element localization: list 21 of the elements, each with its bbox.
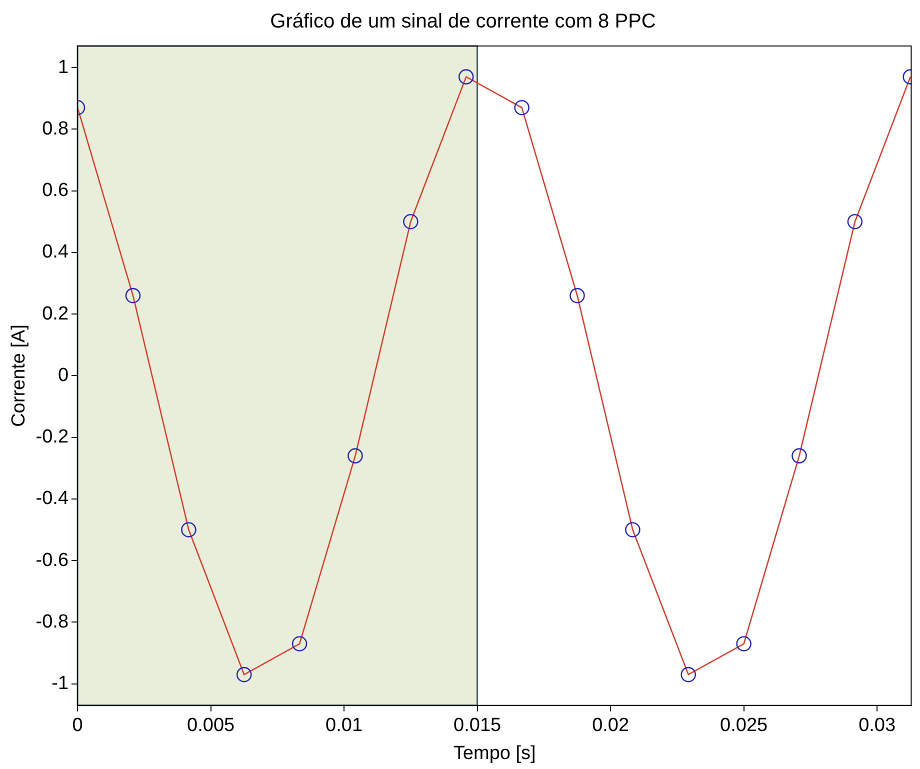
x-tick-label: 0.03	[858, 715, 896, 736]
y-tick-label: 0	[58, 364, 69, 386]
y-tick-label: -0.8	[36, 611, 69, 632]
y-tick-label: 0.2	[42, 303, 69, 324]
y-tick-label: 0.8	[42, 118, 69, 140]
y-tick-label: -1	[52, 673, 69, 694]
x-tick-label: 0.005	[187, 715, 235, 736]
chart-title: Gráfico de um sinal de corrente com 8 PPC	[270, 10, 656, 33]
x-tick-label: 0.025	[720, 715, 768, 736]
y-axis-title: Corrente [A]	[8, 324, 30, 427]
y-tick-label: 1	[58, 56, 69, 78]
x-tick-label: 0.015	[454, 715, 502, 736]
y-tick-label: -0.4	[36, 488, 69, 510]
y-tick-label: 0.4	[42, 242, 69, 263]
y-tick-label: -0.6	[36, 550, 69, 571]
y-tick-label: 0.6	[42, 180, 69, 202]
x-tick-label: 0.02	[592, 715, 630, 736]
x-axis-title: Tempo [s]	[453, 742, 536, 764]
x-tick-label: 0	[72, 715, 83, 736]
y-tick-label: -0.2	[36, 426, 69, 448]
x-tick-label: 0.01	[326, 715, 363, 736]
